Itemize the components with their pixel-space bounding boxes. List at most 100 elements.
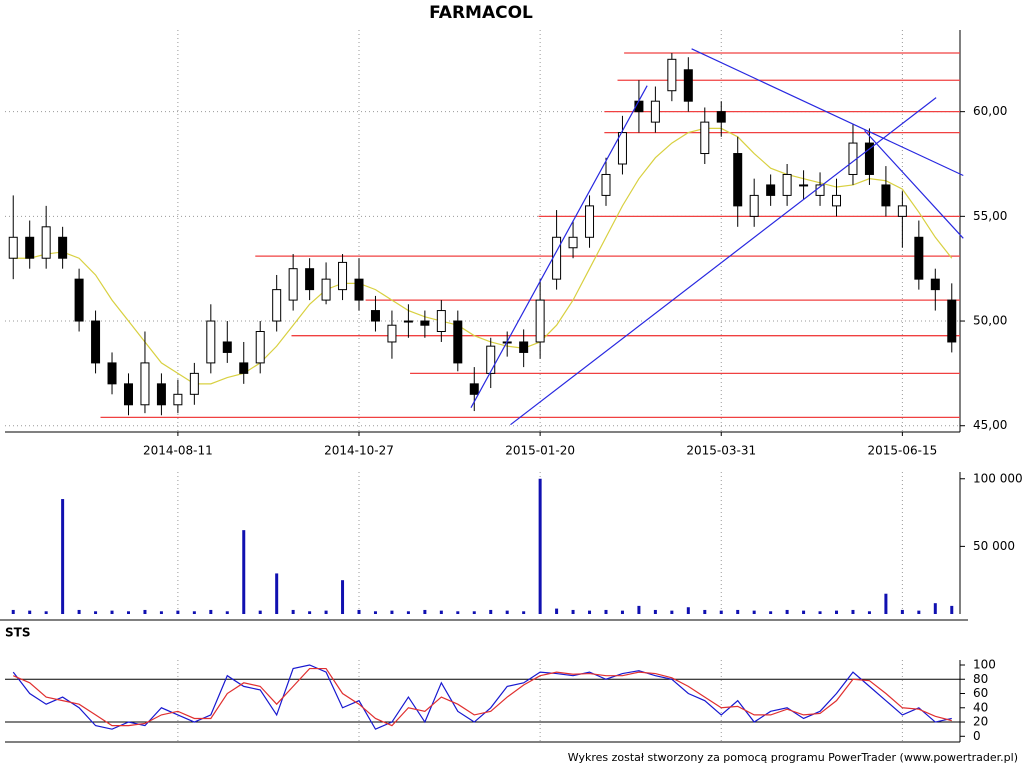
volume-bar: [620, 610, 624, 614]
volume-bar: [291, 609, 295, 614]
y-tick-label: 100: [973, 657, 996, 671]
oscillator-line: [12, 667, 952, 727]
volume-bar: [802, 610, 806, 614]
volume-bar: [324, 610, 328, 614]
volume-bar: [867, 611, 871, 614]
candle-body: [8, 236, 18, 259]
y-tick-label: 0: [973, 729, 981, 743]
candle-body: [58, 236, 68, 259]
candle-body: [173, 393, 183, 406]
y-tick-label: 40: [973, 700, 988, 714]
x-tick-label: 2014-10-27: [324, 444, 394, 458]
volume-bar: [686, 607, 690, 614]
candle-body: [74, 278, 84, 322]
candle-body: [370, 310, 380, 322]
candle-body: [305, 268, 315, 291]
y-tick-label: 45,00: [973, 418, 1007, 432]
volume-bar: [439, 610, 443, 614]
volume-bar: [423, 609, 427, 614]
candle-body: [354, 278, 364, 301]
volume-bar: [308, 611, 312, 614]
candle-body: [683, 69, 693, 102]
candle-body: [832, 194, 842, 207]
candle-body: [947, 299, 957, 343]
candle-body: [585, 205, 595, 238]
candle-body: [864, 142, 874, 175]
volume-bar: [275, 573, 279, 614]
volume-bar: [851, 609, 855, 614]
trend-line: [864, 130, 964, 239]
candle-body: [930, 278, 940, 291]
y-tick-label: 50 000: [973, 539, 1015, 553]
x-tick-label: 2015-01-20: [505, 444, 575, 458]
volume-bar: [785, 609, 789, 614]
volume-bar: [44, 611, 48, 614]
volume-bar: [159, 611, 163, 614]
trend-line: [510, 97, 937, 426]
candle-body: [667, 58, 677, 92]
volume-bar: [94, 611, 98, 614]
candle-body: [288, 268, 298, 301]
volume-bar: [489, 609, 493, 614]
candle-body: [700, 121, 710, 155]
candle-body: [321, 278, 331, 301]
candle-body: [338, 261, 348, 291]
x-tick-label: 2015-06-15: [867, 444, 937, 458]
volume-bar: [538, 478, 542, 614]
volume-bar: [406, 611, 410, 614]
candle-body: [650, 100, 660, 123]
volume-bar: [522, 611, 526, 614]
volume-bar: [900, 609, 904, 614]
volume-bar: [242, 530, 246, 614]
moving-average: [13, 127, 953, 385]
candle-body: [222, 341, 232, 353]
chart-title: FARMACOL: [429, 3, 533, 23]
volume-bar: [555, 608, 559, 614]
candle-body: [420, 320, 430, 326]
pane-title: STS: [5, 626, 30, 640]
candle-body: [453, 320, 463, 364]
candle-body: [749, 194, 759, 217]
candle-body: [766, 184, 776, 196]
candle-body: [617, 132, 627, 165]
candle-body: [25, 236, 35, 259]
y-tick-label: 60,00: [973, 104, 1007, 118]
volume-bar: [61, 499, 65, 614]
volume-bar: [472, 611, 476, 614]
candle-body: [535, 299, 545, 343]
y-tick-label: 80: [973, 672, 988, 686]
volume-bar: [505, 610, 509, 614]
candle-body: [601, 173, 611, 196]
candle-body: [255, 331, 265, 364]
volume-bar: [933, 603, 937, 614]
oscillator-line: [12, 664, 952, 730]
candle-body: [914, 236, 924, 280]
candle-body: [716, 111, 726, 123]
candle-body: [469, 383, 479, 395]
candle-body: [140, 362, 150, 406]
volume-bar: [571, 609, 575, 614]
volume-bar: [588, 610, 592, 614]
volume-bar: [653, 609, 657, 614]
volume-bar: [341, 580, 345, 614]
volume-bar: [917, 610, 921, 614]
candle-body: [733, 153, 743, 207]
volume-bar: [225, 611, 229, 614]
volume-bar: [769, 611, 773, 614]
volume-bar: [28, 610, 32, 614]
candle-body: [486, 345, 496, 374]
y-tick-label: 20: [973, 715, 988, 729]
volume-bar: [77, 609, 81, 614]
volume-bar: [950, 605, 954, 614]
candle-body: [897, 205, 907, 217]
candle-body: [123, 383, 133, 406]
volume-bar: [752, 610, 756, 614]
y-tick-label: 50,00: [973, 314, 1007, 328]
x-tick-label: 2014-08-11: [143, 444, 213, 458]
volume-bar: [110, 610, 114, 614]
volume-bar: [835, 610, 839, 614]
candle-body: [41, 226, 51, 259]
x-tick-label: 2015-03-31: [686, 444, 756, 458]
trend-line: [470, 85, 648, 409]
